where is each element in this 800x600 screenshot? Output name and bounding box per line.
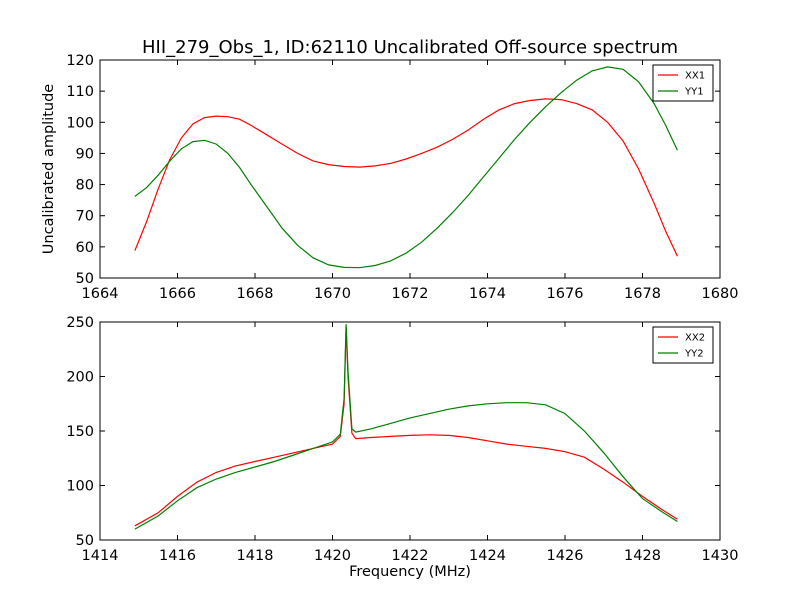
y-tick-label: 80 — [76, 178, 94, 194]
y-tick-label: 50 — [76, 271, 94, 287]
x-axis-label: Frequency (MHz) — [349, 564, 471, 580]
y-tick-label: 150 — [66, 424, 94, 440]
x-tick-label: 1422 — [392, 548, 429, 564]
x-tick-label: 1670 — [314, 286, 351, 302]
x-tick-label: 1426 — [547, 548, 584, 564]
y-tick-label: 120 — [66, 53, 94, 69]
legend-label-xx1: XX1 — [685, 71, 705, 82]
chart-title: HII_279_Obs_1, ID:62110 Uncalibrated Off… — [142, 37, 678, 58]
bottom-subplot: 1414 1416 1418 1420 1422 1424 1426 1428 1430 50 10… — [66, 315, 738, 580]
series-line-yy2 — [134, 324, 678, 530]
x-tick-label: 1676 — [547, 286, 584, 302]
x-tick-label: 1680 — [702, 286, 739, 302]
x-tick-label: 1420 — [314, 548, 351, 564]
x-tick-label: 1428 — [624, 548, 661, 564]
y-axis-label: Uncalibrated amplitude — [41, 84, 57, 255]
x-tick-label: 1430 — [702, 548, 739, 564]
legend-label-yy1: YY1 — [684, 87, 704, 98]
legend-box — [652, 64, 714, 102]
x-tick-label: 1414 — [82, 548, 119, 564]
y-tick-label: 70 — [76, 209, 94, 225]
x-tick-label: 1674 — [469, 286, 506, 302]
y-tick-label: 100 — [66, 115, 94, 131]
x-tick-label: 1416 — [159, 548, 196, 564]
y-tick-label: 50 — [76, 533, 94, 549]
legend-box — [652, 326, 714, 364]
y-tick-label: 90 — [76, 146, 94, 162]
y-tick-label: 60 — [76, 240, 94, 256]
series-line-xx2 — [134, 327, 678, 527]
top-subplot: 1664 1666 1668 1670 1672 1674 1676 1678 1680 50 60… — [41, 53, 738, 302]
plot-frame — [99, 59, 721, 279]
y-tick-label: 110 — [66, 84, 94, 100]
x-tick-label: 1678 — [624, 286, 661, 302]
x-tick-label: 1672 — [392, 286, 429, 302]
x-tick-label: 1666 — [159, 286, 196, 302]
x-tick-label: 1664 — [82, 286, 119, 302]
y-tick-label: 200 — [66, 370, 94, 386]
x-tick-label: 1418 — [237, 548, 274, 564]
y-tick-label: 250 — [66, 315, 94, 331]
legend-label-yy2: YY2 — [684, 349, 704, 360]
x-tick-label: 1668 — [237, 286, 274, 302]
y-tick-label: 100 — [66, 479, 94, 495]
series-line-yy1 — [134, 66, 678, 269]
series-line-xx1 — [134, 98, 678, 257]
plot-frame — [99, 321, 721, 541]
legend-label-xx2: XX2 — [685, 333, 705, 344]
x-tick-label: 1424 — [469, 548, 506, 564]
